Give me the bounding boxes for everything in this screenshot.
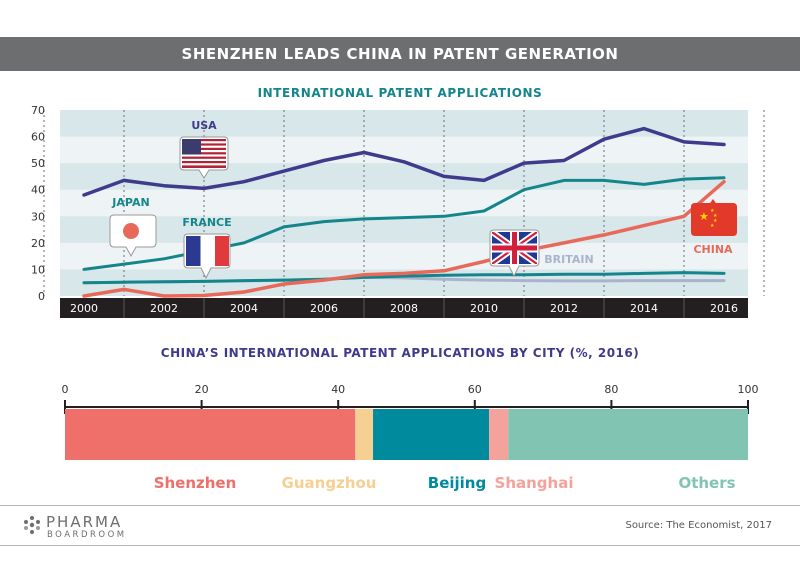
bar-segment-guangzhou [355,409,374,460]
city-label-others: Others [678,474,735,492]
charts-canvas: INTERNATIONAL PATENT APPLICATIONS 0 10 20 3… [31,86,765,492]
line-chart-bands [60,110,748,296]
svg-text:★: ★ [713,218,718,224]
x-tick-label: 2012 [550,302,578,315]
france-label: FRANCE [182,216,231,229]
bar-chart-axis: 0 20 40 60 80 100 [62,383,759,414]
china-flag-marker: ★ ★ ★ ★ ★ [691,199,737,236]
series-line-france [82,271,726,285]
plot-band [60,216,748,243]
bar-axis-tick-label: 60 [468,383,482,396]
y-tick-label: 20 [31,237,45,250]
y-tick-label: 0 [38,290,45,303]
x-tick-label: 2016 [710,302,738,315]
japan-label: JAPAN [111,196,149,209]
y-tick-label: 50 [31,157,45,170]
britain-flag-marker [489,229,540,278]
x-tick-label: 2014 [630,302,658,315]
footer-divider-bottom [0,545,800,546]
line-chart-y-ticks: 0 10 20 30 40 50 60 70 [31,104,45,303]
bar-axis-tick-label: 20 [195,383,209,396]
x-tick-label: 2004 [230,302,258,315]
y-tick-label: 10 [31,263,45,276]
bar-axis-tick-label: 40 [331,383,345,396]
city-label-beijing: Beijing [428,474,486,492]
x-tick-label: 2006 [310,302,338,315]
bar-segment-shenzhen [65,409,356,460]
line-chart-series [82,126,726,298]
y-tick-label: 40 [31,184,45,197]
bar-segment-beijing [373,409,490,460]
y-tick-label: 30 [31,210,45,223]
series-line-china [82,179,726,298]
usa-label: USA [191,119,217,132]
x-axis-band [60,298,748,318]
y-tick-label: 60 [31,131,45,144]
x-tick-label: 2008 [390,302,418,315]
china-label: CHINA [693,243,733,256]
bar-axis-tick-label: 100 [738,383,759,396]
x-tick-label: 2000 [70,302,98,315]
city-label-shenzhen: Shenzhen [154,474,237,492]
svg-text:★: ★ [713,213,718,219]
france-flag-marker [183,233,231,280]
bar-axis-tick-label: 0 [62,383,69,396]
title-bar: SHENZHEN LEADS CHINA IN PATENT GENERATIO… [0,37,800,71]
city-label-shanghai: Shanghai [495,474,574,492]
usa-flag-marker [179,136,229,179]
bar-chart-city-labels: Shenzhen Guangzhou Beijing Shanghai Others [154,474,736,492]
svg-text:★: ★ [710,208,715,214]
logo-wordmark-boardroom: BOARDROOM [47,530,127,540]
line-chart-x-axis: 2000 2002 2004 2006 2008 2010 2012 2014 2016 [60,298,748,318]
bar-segment-shanghai [489,409,509,460]
y-tick-label: 70 [31,104,45,117]
x-tick-label: 2010 [470,302,498,315]
footer-divider-top [0,505,800,506]
page-title: SHENZHEN LEADS CHINA IN PATENT GENERATIO… [181,45,619,63]
logo-wordmark-pharma: PHARMA [46,513,123,531]
bar-segment-others [508,409,748,460]
source-note: Source: The Economist, 2017 [625,520,772,531]
bar-chart-segments [65,409,748,460]
pharma-logo-icon [24,516,40,534]
svg-text:★: ★ [699,210,709,223]
series-line-usa [82,126,726,197]
britain-label: BRITAIN [544,253,593,266]
line-chart-title: INTERNATIONAL PATENT APPLICATIONS [258,86,543,100]
x-tick-label: 2002 [150,302,178,315]
bar-axis-tick-label: 80 [604,383,618,396]
plot-band [60,110,748,137]
bar-chart-title: CHINA’S INTERNATIONAL PATENT APPLICATION… [161,346,639,360]
svg-text:★: ★ [710,223,715,229]
japan-flag-marker [109,214,157,258]
plot-background [60,110,748,296]
city-label-guangzhou: Guangzhou [282,474,377,492]
